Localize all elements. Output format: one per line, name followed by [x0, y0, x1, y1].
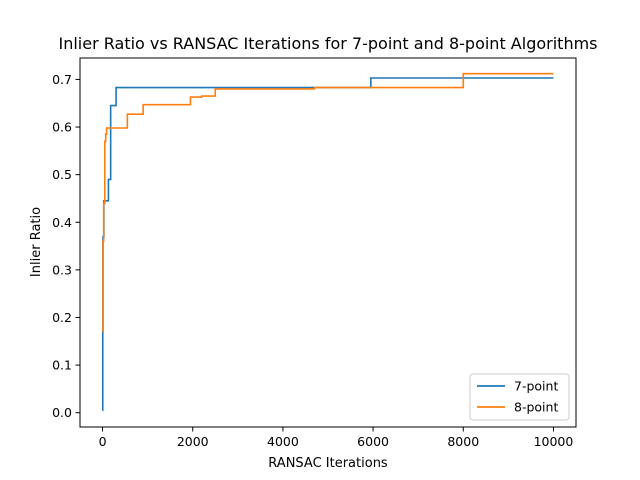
y-tick-label: 0.2 — [52, 310, 72, 325]
y-tick-label: 0.5 — [52, 167, 72, 182]
legend-label-7-point: 7-point — [514, 379, 558, 394]
series-layer — [101, 72, 554, 412]
y-tick-label: 0.6 — [52, 120, 72, 135]
y-tick-label: 0.1 — [52, 358, 72, 373]
x-axis-ticks: 0 2000 4000 6000 8000 10000 — [99, 427, 574, 449]
y-tick-label: 0.3 — [52, 262, 72, 277]
x-tick-label: 2000 — [177, 434, 209, 449]
legend: 7-point 8-point — [469, 373, 570, 421]
plot-frame — [79, 57, 577, 428]
chart-title: Inlier Ratio vs RANSAC Iterations for 7-… — [58, 34, 597, 53]
plot-area — [80, 58, 576, 427]
y-axis-ticks: 0.0 0.1 0.2 0.3 0.4 0.5 0.6 0.7 — [52, 72, 80, 420]
y-axis-label: Inlier Ratio — [29, 207, 44, 277]
x-tick-label: 10000 — [534, 434, 574, 449]
x-axis-label: RANSAC Iterations — [268, 456, 388, 471]
x-tick-label: 8000 — [447, 434, 479, 449]
x-tick-label: 4000 — [267, 434, 299, 449]
y-tick-label: 0.7 — [52, 72, 72, 87]
y-tick-label: 0.4 — [52, 215, 72, 230]
y-tick-label: 0.0 — [52, 405, 72, 420]
legend-label-8-point: 8-point — [514, 400, 558, 415]
x-tick-label: 6000 — [357, 434, 389, 449]
x-tick-label: 0 — [99, 434, 107, 449]
series-line-8-point — [102, 72, 554, 333]
